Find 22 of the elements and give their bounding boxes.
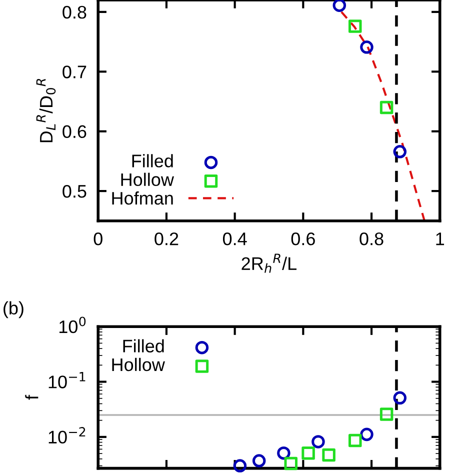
legend-label: Filled [132, 154, 173, 168]
y-tick-label: 10$^{−1}$ [48, 372, 86, 388]
x-tick-label: 0.2 [154, 232, 178, 246]
x-tick-label: 0.8 [360, 232, 384, 246]
x-tick-label: 0.6 [291, 232, 315, 246]
y-axis-title: f [25, 394, 38, 400]
x-tick-label: 1 [436, 232, 444, 246]
legend-label: Hollow [121, 172, 174, 186]
legend-label: Hofman [112, 191, 173, 205]
y-tick-label: 0.8 [62, 6, 86, 19]
y-tick-label: 10$^{−2}$ [48, 427, 86, 444]
legend-label: Hollow [112, 358, 165, 372]
y-tick-label: 0.5 [62, 184, 86, 198]
x-tick-label: 0 [94, 232, 102, 246]
x-axis-title: 2R$_{h}$$^{R}$/L [242, 254, 296, 273]
y-tick-label: 0.6 [62, 125, 86, 138]
y-axis-title: D$_{L}$$^{R}$/D$_{0}$$^{R}$ [36, 78, 56, 142]
y-tick-label: 10$^{0}$ [59, 316, 86, 334]
legend-label: Filled [123, 339, 164, 352]
y-tick-label: 0.7 [62, 66, 86, 78]
text: (b) [4, 301, 24, 318]
x-tick-label: 0.4 [222, 232, 247, 246]
